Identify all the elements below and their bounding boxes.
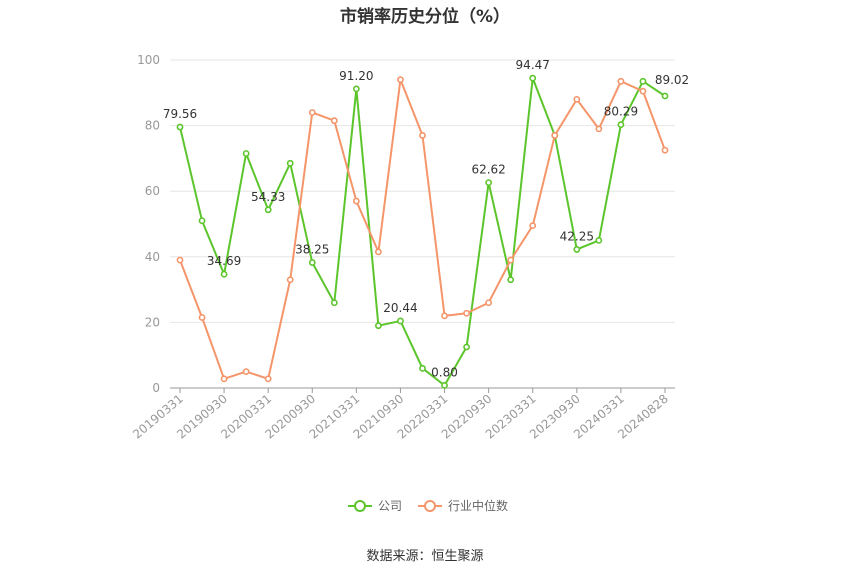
data-label: 91.20 (339, 69, 373, 83)
y-tick-label: 0 (152, 381, 160, 395)
axis-layer: 0204060801002019033120190930202003312020… (130, 53, 675, 442)
y-tick-label: 20 (145, 315, 160, 329)
data-label: 62.62 (471, 163, 505, 177)
data-label: 89.02 (655, 73, 689, 87)
data-point[interactable] (375, 248, 382, 256)
data-point[interactable] (220, 375, 228, 383)
data-point[interactable] (661, 146, 669, 154)
data-label: 34.69 (207, 254, 241, 268)
y-tick-label: 40 (145, 250, 160, 264)
data-point[interactable] (441, 381, 448, 389)
y-tick-label: 100 (137, 53, 160, 67)
data-point[interactable] (176, 123, 184, 131)
data-point[interactable] (507, 276, 515, 284)
data-point[interactable] (242, 368, 250, 375)
legend-label: 公司 (378, 499, 402, 513)
series-layer (176, 74, 669, 389)
data-point[interactable] (419, 132, 426, 139)
data-point[interactable] (352, 197, 360, 205)
data-point[interactable] (595, 236, 603, 244)
data-point[interactable] (286, 159, 294, 167)
data-point[interactable] (573, 95, 581, 103)
data-point[interactable] (617, 121, 625, 129)
data-point[interactable] (639, 87, 647, 95)
data-label: 79.56 (163, 107, 197, 121)
data-point[interactable] (441, 312, 448, 320)
data-point[interactable] (595, 125, 603, 133)
data-point[interactable] (397, 317, 404, 325)
data-point[interactable] (617, 77, 625, 85)
data-label: 0.80 (431, 365, 458, 379)
legend-item-industry-median[interactable]: 行业中位数 (418, 498, 508, 513)
data-point[interactable] (551, 132, 559, 139)
data-point[interactable] (419, 364, 426, 372)
data-point[interactable] (352, 85, 360, 93)
legend-label: 行业中位数 (448, 498, 508, 513)
legend[interactable]: 公司 行业中位数 (348, 498, 508, 513)
legend-marker-icon (424, 500, 436, 512)
data-point[interactable] (529, 74, 537, 82)
data-point[interactable] (198, 217, 206, 225)
data-label: 54.33 (251, 190, 285, 204)
data-point[interactable] (308, 109, 316, 116)
data-point[interactable] (264, 206, 272, 214)
chart-title: 市销率历史分位（%） (339, 7, 511, 27)
data-label: 94.47 (516, 58, 550, 72)
data-point[interactable] (264, 375, 272, 383)
data-point[interactable] (639, 77, 647, 85)
data-point[interactable] (485, 299, 493, 307)
data-label: 80.29 (604, 105, 638, 119)
y-tick-label: 60 (145, 184, 160, 198)
y-tick-label: 80 (145, 119, 160, 133)
data-point[interactable] (573, 246, 581, 253)
data-point[interactable] (463, 309, 470, 317)
legend-item-company[interactable]: 公司 (348, 499, 402, 513)
data-point[interactable] (330, 299, 338, 307)
data-point[interactable] (220, 270, 228, 278)
label-layer: 79.56 34.69 54.33 38.25 91.20 20.44 0.80 62.62 9… (163, 58, 689, 379)
grid-layer (170, 59, 675, 323)
data-label: 42.25 (560, 229, 594, 243)
data-point[interactable] (286, 276, 294, 284)
data-point[interactable] (507, 256, 515, 264)
data-point[interactable] (529, 222, 537, 230)
data-point[interactable] (485, 179, 493, 187)
data-point[interactable] (242, 150, 250, 157)
data-point[interactable] (198, 314, 206, 321)
legend-marker-icon (354, 500, 366, 512)
data-point[interactable] (463, 343, 470, 351)
data-point[interactable] (308, 259, 316, 266)
data-point[interactable] (375, 322, 382, 330)
data-label: 20.44 (383, 301, 417, 315)
data-point[interactable] (176, 256, 184, 264)
data-point[interactable] (330, 117, 338, 125)
data-point[interactable] (397, 76, 404, 84)
data-label: 38.25 (295, 243, 329, 257)
data-point[interactable] (661, 92, 669, 100)
source-note: 数据来源：恒生聚源 (366, 549, 484, 564)
